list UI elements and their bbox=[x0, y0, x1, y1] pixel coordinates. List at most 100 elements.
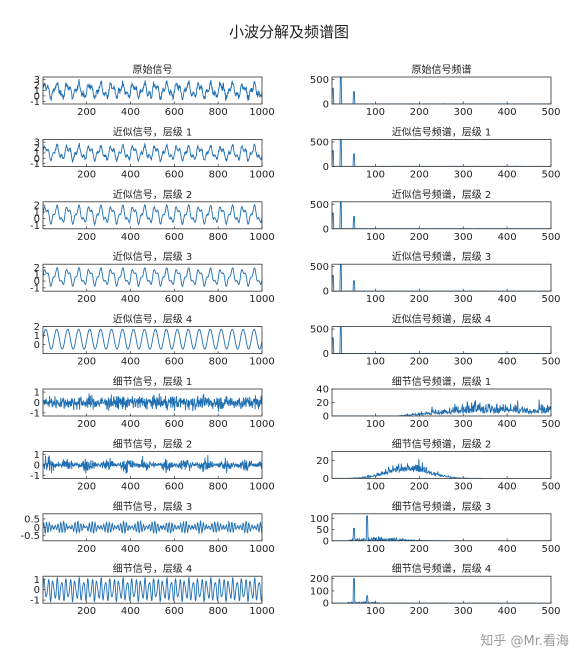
y-tick-label: 1 bbox=[34, 207, 40, 218]
data-series-line bbox=[332, 77, 551, 104]
x-tick-label: 800 bbox=[209, 232, 228, 243]
y-tick-label: -1 bbox=[30, 471, 40, 482]
y-tick-label: 0 bbox=[323, 287, 329, 298]
spectrum-subplot: 近似信号频谱，层级 1 100 200 300 400 500 0 500 bbox=[310, 125, 561, 180]
x-tick-label: 200 bbox=[77, 606, 96, 617]
y-tick-label: 3 bbox=[34, 75, 40, 86]
x-tick-label: 100 bbox=[366, 481, 385, 492]
x-tick-label: 200 bbox=[77, 544, 96, 555]
x-tick-label: 200 bbox=[410, 294, 429, 305]
x-tick-label: 400 bbox=[498, 419, 517, 430]
y-tick-label: 0 bbox=[34, 277, 40, 288]
x-tick-label: 1000 bbox=[249, 481, 274, 492]
x-tick-label: 300 bbox=[454, 169, 473, 180]
subplot-title: 细节信号频谱，层级 1 bbox=[392, 375, 492, 388]
y-tick-label: 200 bbox=[310, 574, 329, 585]
subplot-title: 近似信号，层级 1 bbox=[113, 125, 193, 138]
subplot-title: 原始信号 bbox=[133, 63, 173, 76]
axes-box bbox=[331, 138, 552, 167]
y-tick-label: -1 bbox=[30, 283, 40, 294]
x-tick-label: 200 bbox=[77, 169, 96, 180]
signal-subplot: 细节信号，层级 1 200 400 600 800 1000 -101 bbox=[30, 375, 275, 430]
y-tick-label: 40 bbox=[316, 385, 329, 396]
signal-subplot: 近似信号，层级 4 200 400 600 800 1000 012 bbox=[34, 313, 275, 368]
x-tick-label: 800 bbox=[209, 294, 228, 305]
x-tick-label: 1000 bbox=[249, 419, 274, 430]
x-tick-label: 1000 bbox=[249, 357, 274, 368]
spectrum-subplot: 近似信号频谱，层级 2 100 200 300 400 500 0 500 bbox=[310, 188, 561, 243]
signal-subplot: 细节信号，层级 4 200 400 600 800 1000 -101 bbox=[30, 562, 275, 617]
x-tick-label: 500 bbox=[541, 481, 560, 492]
data-series-line bbox=[332, 578, 551, 604]
y-tick-label: -1 bbox=[30, 408, 40, 419]
figure-title: 小波分解及频谱图 bbox=[229, 23, 349, 41]
subplot-title: 细节信号，层级 4 bbox=[113, 562, 193, 575]
x-tick-label: 400 bbox=[121, 606, 140, 617]
data-series-line bbox=[332, 399, 551, 416]
subplot-title: 近似信号，层级 2 bbox=[113, 188, 193, 201]
y-tick-label: 0 bbox=[34, 523, 40, 534]
subplot-title: 细节信号，层级 2 bbox=[113, 437, 193, 450]
x-tick-label: 200 bbox=[77, 107, 96, 118]
x-tick-label: 600 bbox=[165, 606, 184, 617]
y-tick-label: -1 bbox=[30, 596, 40, 607]
axes-box bbox=[42, 263, 263, 292]
x-tick-label: 1000 bbox=[249, 169, 274, 180]
x-tick-label: 100 bbox=[366, 232, 385, 243]
x-tick-label: 400 bbox=[121, 294, 140, 305]
x-tick-label: 400 bbox=[121, 481, 140, 492]
x-tick-label: 500 bbox=[541, 232, 560, 243]
data-series-line bbox=[43, 328, 262, 350]
y-tick-label: 0 bbox=[34, 154, 40, 165]
x-tick-label: 300 bbox=[454, 357, 473, 368]
x-tick-label: 600 bbox=[165, 544, 184, 555]
subplot-title: 原始信号频谱 bbox=[412, 63, 472, 76]
axes-box bbox=[42, 326, 263, 355]
x-tick-label: 100 bbox=[366, 544, 385, 555]
subplot-title: 近似信号频谱，层级 4 bbox=[392, 313, 492, 326]
x-tick-label: 800 bbox=[209, 419, 228, 430]
x-tick-label: 100 bbox=[366, 107, 385, 118]
x-tick-label: 800 bbox=[209, 357, 228, 368]
x-tick-label: 100 bbox=[366, 169, 385, 180]
x-tick-label: 1000 bbox=[249, 544, 274, 555]
spectrum-subplot: 原始信号频谱 100 200 300 400 500 0 500 bbox=[310, 63, 561, 118]
data-series-line bbox=[43, 78, 262, 101]
x-tick-label: 800 bbox=[209, 481, 228, 492]
x-tick-label: 200 bbox=[77, 481, 96, 492]
axes-box bbox=[331, 513, 552, 542]
axes-box bbox=[331, 575, 552, 604]
y-tick-label: 500 bbox=[310, 262, 329, 273]
x-tick-label: 400 bbox=[121, 357, 140, 368]
x-tick-label: 300 bbox=[454, 544, 473, 555]
x-tick-label: 600 bbox=[165, 419, 184, 430]
x-tick-label: 400 bbox=[498, 107, 517, 118]
x-tick-label: 300 bbox=[454, 294, 473, 305]
x-tick-label: 800 bbox=[209, 169, 228, 180]
y-tick-label: 0 bbox=[34, 460, 40, 471]
y-tick-label: 0 bbox=[323, 412, 329, 423]
y-tick-label: 2 bbox=[34, 143, 40, 154]
x-tick-label: 100 bbox=[366, 357, 385, 368]
y-tick-label: 0 bbox=[34, 398, 40, 409]
x-tick-label: 500 bbox=[541, 169, 560, 180]
y-tick-label: 100 bbox=[310, 586, 329, 597]
y-tick-label: 20 bbox=[316, 456, 329, 467]
axes-box bbox=[331, 201, 552, 230]
signal-subplot: 细节信号，层级 3 200 400 600 800 1000 -0.500.5 bbox=[20, 500, 274, 555]
data-series-line bbox=[43, 455, 262, 474]
y-tick-label: 500 bbox=[310, 137, 329, 148]
x-tick-label: 600 bbox=[165, 357, 184, 368]
x-tick-label: 600 bbox=[165, 294, 184, 305]
y-tick-label: 2 bbox=[34, 263, 40, 274]
x-tick-label: 400 bbox=[498, 169, 517, 180]
spectrum-subplot: 细节信号频谱，层级 2 100 200 300 400 500 0 20 bbox=[316, 437, 560, 492]
y-tick-label: 0.5 bbox=[24, 514, 40, 525]
